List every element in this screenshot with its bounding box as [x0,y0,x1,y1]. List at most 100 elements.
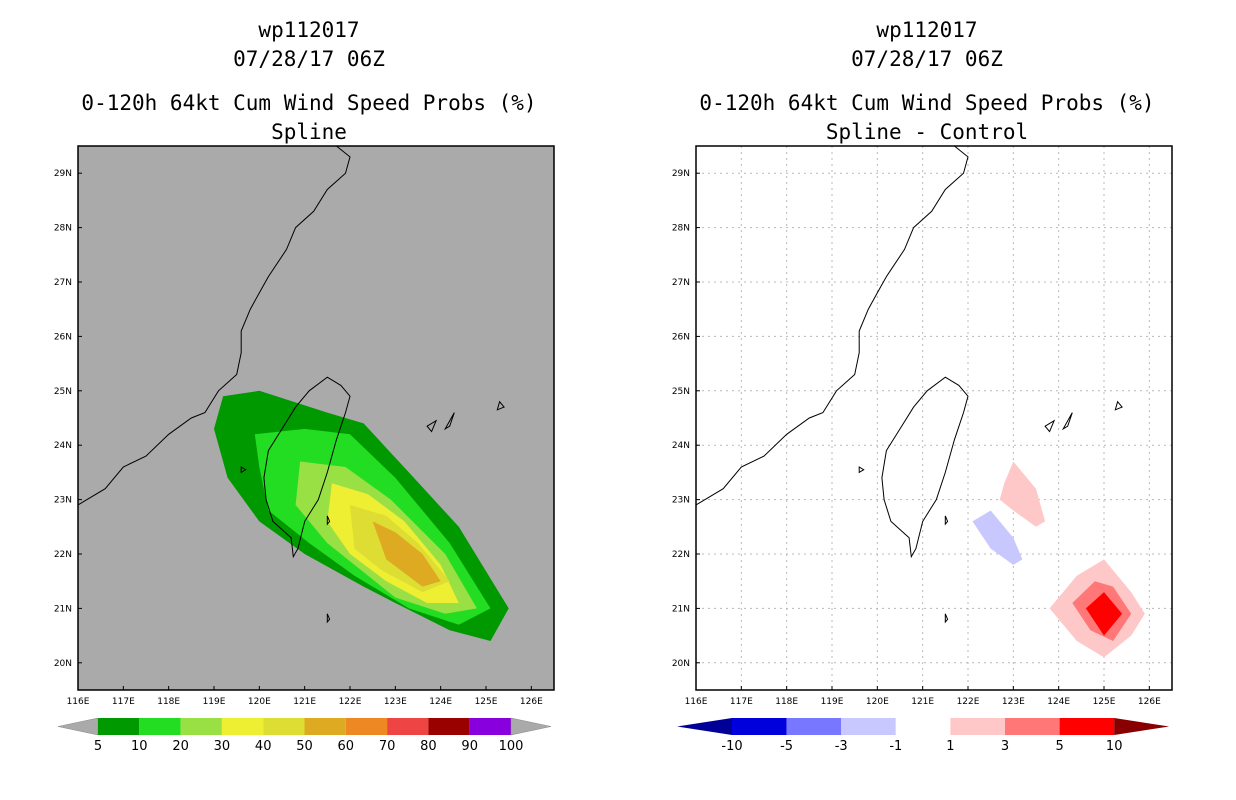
colorbar-swatch [221,718,264,735]
island-outline [240,466,247,474]
colorbar-label: -5 [780,739,793,754]
lat-tick-label: 27N [672,278,690,288]
contour-fill-level-50 [372,521,441,587]
lat-tick-label: 22N [54,550,72,560]
lon-tick-label: 124E [1047,697,1070,707]
taiwan-coastline [263,376,351,559]
colorbar-swatch [387,718,429,735]
lat-tick-label: 25N [672,387,690,397]
colorbar-label: 1 [946,739,954,754]
lon-tick-label: 117E [730,697,753,707]
datetime-title: 07/28/17 06Z [851,47,1003,71]
island-outline [944,515,949,526]
colorbar-label: 70 [379,739,396,754]
lat-tick-label: 23N [54,496,72,506]
lon-tick-label: 120E [866,697,889,707]
lon-tick-label: 122E [339,697,362,707]
lon-tick-label: 124E [429,697,452,707]
colorbar-swatch [98,718,140,735]
colorbar-swatch [1005,718,1060,735]
lat-tick-label: 26N [54,332,72,342]
taiwan-coastline [881,376,969,559]
colorbar-label: 50 [296,739,313,754]
lat-tick-label: 20N [54,659,72,669]
lat-tick-label: 20N [672,659,690,669]
colorbar-label: 20 [172,739,189,754]
colorbar-swatch [1059,718,1115,735]
colorbar-label: 3 [1001,739,1009,754]
island-outline [443,412,455,431]
island-outline [326,515,331,526]
lon-tick-label: 118E [775,697,798,707]
lat-tick-label: 28N [54,224,72,234]
colorbar-end-low [57,717,99,736]
colorbar-swatch [950,718,1005,735]
lat-tick-label: 21N [672,604,690,614]
map-chart-difference: 116E 117E 118E 119E 120E 121E 122E 123E 124E 125E… [672,145,1173,754]
lat-tick-label: 21N [54,604,72,614]
colorbar-swatch [428,718,470,735]
lon-tick-label: 119E [203,697,226,707]
island-outline [944,613,949,624]
colorbar-end-high [1114,718,1170,735]
island-outline [426,419,438,433]
island-outline [1114,400,1123,411]
lon-tick-label: 119E [821,697,844,707]
colorbar-swatch [732,718,787,735]
colorbar-swatch [180,718,222,735]
colorbar-end-high [510,717,552,736]
colorbar-label: 40 [255,739,272,754]
lat-tick-label: 24N [54,441,72,451]
colorbar-label: 80 [420,739,437,754]
lat-tick-label: 26N [672,332,690,342]
panel-spline-minus-control: wp112017 07/28/17 06Z 0-120h 64kt Cum Wi… [618,0,1236,800]
colorbar-label: -10 [721,739,742,754]
contour-fill-level-1 [999,461,1046,527]
colorbar-label: 100 [499,739,524,754]
island-outline [858,466,865,474]
island-outline [1061,412,1073,431]
china-coastline [78,146,351,506]
colorbar-end-low [677,718,732,735]
colorbar-swatch [139,718,181,735]
lon-tick-label: 116E [67,697,90,707]
lat-tick-label: 24N [672,441,690,451]
variant-title: Spline - Control [825,120,1029,144]
island-outline [326,613,331,624]
island-outline [496,400,505,411]
china-coastline [696,146,969,506]
lat-tick-label: 29N [54,169,72,179]
lon-tick-label: 125E [1093,697,1116,707]
lon-tick-label: 125E [475,697,498,707]
lat-tick-label: 28N [672,224,690,234]
colorbar-label: 5 [1055,739,1063,754]
lat-tick-label: 25N [54,387,72,397]
lon-tick-label: 121E [293,697,316,707]
lon-tick-label: 123E [1002,697,1025,707]
colorbar-label: 60 [338,739,355,754]
colorbar-swatch [345,718,388,735]
lon-tick-label: 126E [520,697,543,707]
map-plot-area [78,146,509,641]
lat-tick-label: 23N [672,496,690,506]
lon-tick-label: 123E [384,697,407,707]
colorbar-swatch [895,718,951,735]
map-chart-spline: 116E 117E 118E 119E 120E 121E 122E 123E 124E 125E… [54,145,555,754]
lon-tick-label: 122E [957,697,980,707]
lon-tick-label: 126E [1138,697,1161,707]
contour-fill-level-5 [1085,592,1123,636]
lon-tick-label: 117E [112,697,135,707]
datetime-title: 07/28/17 06Z [233,47,385,71]
lat-tick-label: 27N [54,278,72,288]
colorbar-label: 90 [461,739,478,754]
lon-tick-label: 118E [157,697,180,707]
lon-tick-label: 116E [685,697,708,707]
map-frame [77,145,555,691]
panel-spline: wp112017 07/28/17 06Z 0-120h 64kt Cum Wi… [54,18,555,754]
lon-tick-label: 120E [248,697,271,707]
variant-title: Spline [271,120,347,144]
storm-id-title: wp112017 [258,18,360,42]
colorbar-swatch [841,718,896,735]
lat-tick-label: 29N [672,169,690,179]
colorbar-swatch [304,718,346,735]
